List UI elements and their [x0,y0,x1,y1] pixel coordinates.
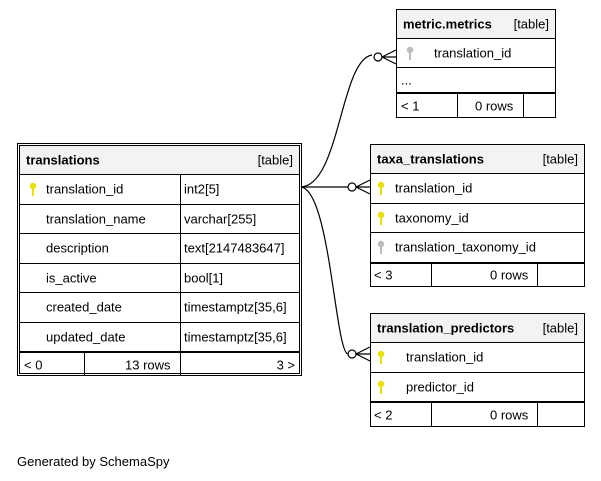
column-name: translation_id [395,180,473,196]
column-row[interactable]: translation_id [397,39,555,68]
column-row: ... [397,68,555,93]
table-name[interactable]: metric.metrics [403,16,492,32]
table-header: translations [table] [20,146,299,175]
table-name[interactable]: translations [26,152,100,168]
parents-count[interactable]: < 0 [24,357,43,372]
table-metric-metrics[interactable]: metric.metrics [table] translation_id ..… [396,9,556,118]
column-divider [180,234,181,263]
column-name: updated_date [46,329,126,345]
column-divider [180,293,181,322]
column-name: translation_taxonomy_id [395,239,536,255]
column-type: text[2147483647] [184,240,285,256]
foreign-key-icon [406,46,414,60]
column-row[interactable]: is_active bool[1] [20,263,299,293]
column-name: is_active [46,270,97,286]
table-footer: < 2 0 rows [371,402,584,426]
column-row[interactable]: taxonomy_id [371,204,584,233]
table-header: taxa_translations [table] [371,145,584,174]
table-name[interactable]: taxa_translations [377,151,484,167]
column-type: varchar[255] [184,211,257,227]
table-footer: < 0 13 rows 3 > [20,352,299,376]
table-kind: [table] [257,152,293,168]
optional-marker-taxa [347,182,357,192]
column-name: translation_id [406,349,484,365]
footer-divider [431,263,432,287]
column-row[interactable]: created_date timestamptz[35,6] [20,293,299,323]
foreign-key-icon [377,241,385,255]
column-row[interactable]: updated_date timestamptz[35,6] [20,322,299,352]
table-name[interactable]: translation_predictors [377,320,515,336]
column-name: translation_id [434,45,512,61]
primary-key-icon [377,211,385,225]
ellipsis-text: ... [401,72,412,88]
column-row[interactable]: translation_id int2[5] [20,175,299,205]
footer-divider [523,94,524,117]
column-divider [180,322,181,351]
parents-count[interactable]: < 2 [374,407,393,422]
table-kind: [table] [513,16,549,32]
column-divider [180,263,181,292]
relation-line-predictors [299,186,349,355]
primary-key-icon [377,380,385,394]
generated-by-note: Generated by SchemaSpy [17,454,170,469]
column-name: description [46,240,109,256]
row-count: 0 rows [490,407,529,422]
table-translation-predictors[interactable]: translation_predictors [table] translati… [370,313,585,427]
footer-divider [84,353,85,376]
table-taxa-translations[interactable]: taxa_translations [table] translation_id… [370,144,585,287]
column-row[interactable]: description text[2147483647] [20,234,299,264]
table-kind: [table] [542,151,578,167]
column-row[interactable]: translation_taxonomy_id [371,233,584,263]
crowfoot-predictors [355,346,371,362]
footer-divider [431,403,432,426]
row-count: 0 rows [490,267,529,283]
optional-marker-predictors [347,349,357,359]
footer-divider [180,353,181,376]
footer-divider [457,94,458,117]
crowfoot-taxa [355,179,371,195]
optional-marker-metrics [373,52,383,62]
primary-key-icon [377,182,385,196]
primary-key-icon [377,351,385,365]
column-row[interactable]: predictor_id [371,373,584,402]
column-row[interactable]: translation_id [371,343,584,373]
column-name: taxonomy_id [395,210,469,226]
table-translations[interactable]: translations [table] translation_id int2… [17,143,302,376]
row-count: 0 rows [475,98,514,113]
footer-divider [537,403,538,426]
table-header: metric.metrics [table] [397,10,555,39]
column-name: translation_name [46,211,146,227]
table-kind: [table] [542,320,578,336]
parents-count[interactable]: < 3 [374,267,393,283]
column-divider [180,175,181,204]
column-type: timestamptz[35,6] [184,329,287,345]
column-divider [180,204,181,233]
column-name: predictor_id [406,379,474,395]
children-count[interactable]: 3 > [276,357,295,372]
table-header: translation_predictors [table] [371,314,584,343]
row-count: 13 rows [125,357,171,372]
table-footer: < 3 0 rows [371,262,584,287]
column-type: timestamptz[35,6] [184,299,287,315]
table-footer: < 1 0 rows [397,93,555,117]
footer-divider [537,263,538,287]
column-type: bool[1] [184,270,224,286]
parents-count[interactable]: < 1 [401,98,420,113]
column-row[interactable]: translation_id [371,174,584,204]
column-row[interactable]: translation_name varchar[255] [20,204,299,234]
primary-key-icon [29,183,37,197]
column-type: int2[5] [184,181,220,197]
crowfoot-metrics [381,49,397,65]
relation-line-metrics [299,54,373,188]
column-name: created_date [46,299,122,315]
column-name: translation_id [46,181,124,197]
